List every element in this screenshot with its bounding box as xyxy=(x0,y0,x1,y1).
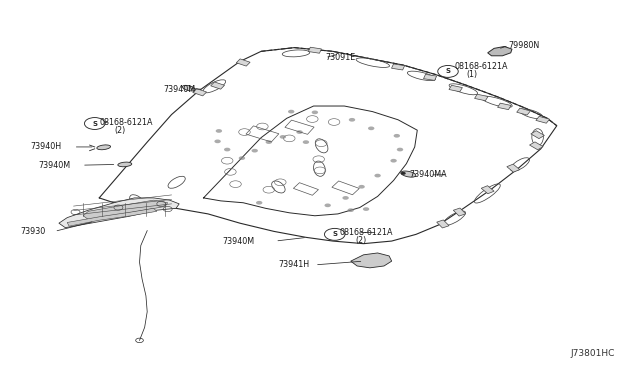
Bar xyxy=(531,131,545,139)
Text: S: S xyxy=(445,68,451,74)
Circle shape xyxy=(288,110,294,113)
Circle shape xyxy=(397,148,403,151)
Bar xyxy=(536,116,550,123)
Circle shape xyxy=(296,130,303,134)
Bar xyxy=(474,94,488,101)
Bar xyxy=(497,103,511,110)
Circle shape xyxy=(390,159,397,163)
Ellipse shape xyxy=(118,162,132,167)
Circle shape xyxy=(280,135,286,139)
Circle shape xyxy=(438,65,458,77)
Circle shape xyxy=(374,174,381,177)
Text: (2): (2) xyxy=(355,236,367,245)
Polygon shape xyxy=(488,46,512,56)
Text: 73940MA: 73940MA xyxy=(410,170,447,179)
Text: J73801HC: J73801HC xyxy=(570,349,614,358)
Ellipse shape xyxy=(97,145,111,150)
Bar xyxy=(481,186,494,194)
Bar xyxy=(211,82,225,89)
Bar xyxy=(424,74,436,80)
Polygon shape xyxy=(83,200,168,219)
Text: 73940M: 73940M xyxy=(38,161,70,170)
Circle shape xyxy=(303,140,309,144)
Circle shape xyxy=(342,196,349,200)
Circle shape xyxy=(348,208,354,212)
Bar xyxy=(246,126,279,142)
Circle shape xyxy=(394,134,400,138)
Text: S: S xyxy=(332,231,337,237)
Text: 73930: 73930 xyxy=(20,227,45,236)
Circle shape xyxy=(266,140,272,144)
Text: 08168-6121A: 08168-6121A xyxy=(454,62,508,71)
Bar xyxy=(236,59,250,66)
Text: 08168-6121A: 08168-6121A xyxy=(99,118,153,126)
Text: 73940M: 73940M xyxy=(163,85,195,94)
Bar xyxy=(529,142,543,150)
Circle shape xyxy=(256,201,262,205)
Bar xyxy=(332,181,359,195)
Circle shape xyxy=(368,126,374,130)
Bar xyxy=(308,47,321,53)
Ellipse shape xyxy=(401,171,416,177)
Circle shape xyxy=(324,228,345,240)
Polygon shape xyxy=(67,208,157,226)
Text: S: S xyxy=(92,121,97,126)
Bar xyxy=(285,120,314,134)
Circle shape xyxy=(214,140,221,143)
Circle shape xyxy=(312,110,318,114)
Circle shape xyxy=(252,149,258,153)
Bar xyxy=(193,89,207,96)
Text: (1): (1) xyxy=(466,70,477,79)
Circle shape xyxy=(239,156,245,160)
Circle shape xyxy=(216,129,222,133)
Ellipse shape xyxy=(182,85,195,91)
Text: 73941H: 73941H xyxy=(278,260,310,269)
Text: 79980N: 79980N xyxy=(509,41,540,50)
Bar xyxy=(436,220,449,228)
Text: 73940H: 73940H xyxy=(31,142,62,151)
Circle shape xyxy=(358,185,365,189)
Circle shape xyxy=(84,118,105,129)
Bar xyxy=(516,108,531,115)
Circle shape xyxy=(401,172,406,175)
Polygon shape xyxy=(351,253,392,268)
Text: 08168-6121A: 08168-6121A xyxy=(339,228,393,237)
Circle shape xyxy=(224,148,230,151)
Bar xyxy=(293,183,319,195)
Circle shape xyxy=(349,118,355,122)
Bar xyxy=(449,85,463,92)
Text: 73940M: 73940M xyxy=(223,237,255,246)
Circle shape xyxy=(363,207,369,211)
Polygon shape xyxy=(59,198,179,228)
Text: 73091E: 73091E xyxy=(325,53,355,62)
Text: (2): (2) xyxy=(114,126,125,135)
Circle shape xyxy=(324,203,331,207)
Bar xyxy=(453,208,466,216)
Bar xyxy=(392,64,404,70)
Bar xyxy=(507,164,520,172)
